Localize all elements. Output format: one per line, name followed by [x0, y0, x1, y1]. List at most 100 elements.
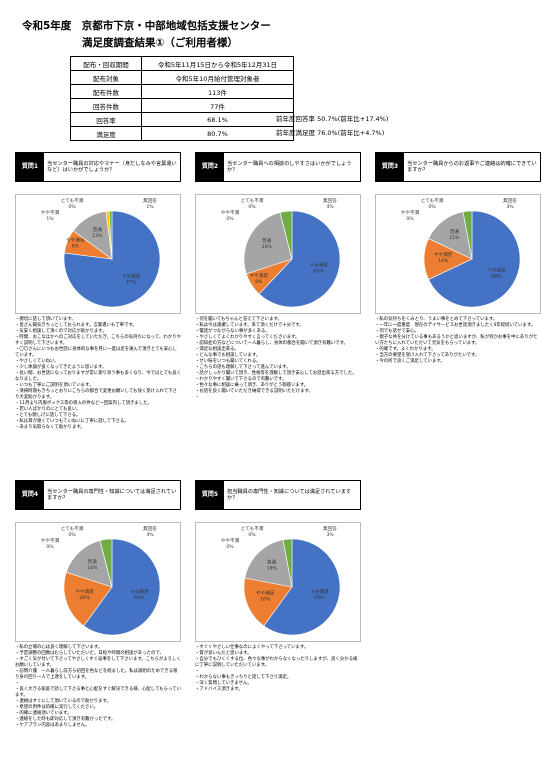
- question-text: 当センター職員への相談のしやすさはいかがでしょうか？: [227, 160, 352, 174]
- comment: ・どんな事でも相談しています。: [195, 353, 261, 358]
- table-note: 前年度満足度 76.0%(前年比+4.7%): [276, 129, 385, 137]
- row-value: 77件: [141, 98, 294, 113]
- pie-slice: [99, 538, 113, 588]
- slice-category: 無回答: [323, 197, 337, 204]
- question-header: 質問3 当センター職員からのお返事やご連絡は的確にできていますか？: [375, 152, 541, 182]
- slice-category: 無回答: [143, 525, 157, 532]
- comment: ・良く大きる家庭で話して下さる事と心配をすぐ解決できる様、心配してもらっています…: [15, 687, 181, 698]
- question-panel: 質問3 当センター職員からのお返事やご連絡は的確にできていますか？ 十分満足 68% や…: [375, 152, 541, 365]
- slice-category: 普通: [262, 237, 272, 244]
- comment: ・若い人ばかりのにとても良い。: [15, 407, 81, 412]
- comment: ・私の立場の心は良く理解して下さいます。: [15, 645, 103, 650]
- slice-value-label: 3%: [506, 204, 514, 210]
- slice-value-label: 18%: [260, 597, 271, 603]
- comment: ・あまり気取らなくて助かります。: [15, 425, 85, 430]
- pie-slice: [83, 538, 161, 636]
- slice-category: 無回答: [143, 197, 157, 204]
- slice-value-label: 19%: [267, 566, 278, 572]
- comment: ・アドバイス頂きます。: [195, 687, 243, 692]
- comment: ・ケアプラン内容はあまりしません。: [15, 723, 90, 728]
- slice-category: 普通: [267, 559, 277, 566]
- question-panel: 質問4 当センター職員の専門性・知識については満足されていますか？ 十分満足 60% や…: [15, 480, 181, 729]
- row-value: 令和5年10月給付管理対象者: [141, 70, 294, 85]
- comment: ・少し体調が良くなってきたように思います。: [15, 365, 107, 370]
- comment: ・親子な共を分けている事もあるうかと思いますが、私が何かお事を中にありがたい方た…: [375, 335, 538, 346]
- slice-value-label: 13%: [92, 233, 103, 239]
- question-text: 当センター職員の対応やマナー（身だしなみや言葉遣いなど）はいかがでしょうか？: [47, 160, 177, 174]
- row-key: 配布・回収期間: [70, 56, 142, 71]
- question-panel: 質問1 当センター職員の対応やマナー（身だしなみや言葉遣いなど）はいかがでしょうか…: [15, 152, 181, 431]
- pie-slice: [63, 571, 113, 627]
- comment: ・こちらの話も理解して下さって進んでいます。: [195, 365, 291, 370]
- comment: ・とても親しげに話して下さる。: [15, 413, 81, 418]
- comment: ・長い間、お世話になっておりますが常に寄り添う事も多くなり、今ではとても良くなり…: [15, 371, 181, 382]
- slice-value-label: 0%: [248, 204, 256, 210]
- comment: ・やさしくていねい。: [15, 359, 59, 364]
- question-panel: 質問2 当センター職員への相談のしやすさはいかがでしょうか？ 十分満足 62% やや満足…: [195, 152, 361, 401]
- comment: ・: [195, 669, 200, 674]
- slice-category: やや満足: [75, 588, 94, 595]
- comment: ・何を聞いてもちゃんと答えて下さいます。: [195, 317, 282, 322]
- question-header: 質問1 当センター職員の対応やマナー（身だしなみや言葉遣いなど）はいかがでしょうか…: [15, 152, 181, 182]
- slice-value-label: 0%: [406, 216, 414, 222]
- slice-category: やや不満: [41, 209, 60, 216]
- slice-category: 十分満足: [487, 266, 506, 273]
- comment: ・訪問介護 一人暮らし前方ら初回を色などを経ました。私は調剤のためできる限り身の…: [15, 669, 178, 680]
- slice-value-label: 60%: [314, 595, 325, 601]
- slice-value-label: 77%: [126, 280, 137, 286]
- pie-slice: [244, 539, 293, 588]
- comment: ・: [195, 395, 200, 400]
- slice-value-label: 15%: [449, 235, 460, 241]
- slice-value-label: 0%: [248, 532, 256, 538]
- slice-category: 無回答: [503, 197, 517, 204]
- comment: ・わからない事もきっちりと話して下さり満足。: [195, 675, 292, 680]
- comment: ・すぐくやさしい仕事なのによくやって下さっています。: [195, 645, 309, 650]
- pie-slice: [63, 210, 161, 308]
- comment: ・満足な相談出来る。: [195, 347, 239, 352]
- slice-category: やや満足: [66, 237, 85, 244]
- slice-value-label: 0%: [428, 204, 436, 210]
- comments: ・私の気持ちをくみとり、うまい事をとめて下さっています。 ・一年に一度重度 現在の…: [375, 317, 541, 365]
- slice-category: 十分満足: [122, 273, 141, 280]
- question-label: 質問3: [376, 153, 404, 181]
- row-value: 68.1%: [141, 112, 294, 127]
- comments: ・私の立場の心は良く理解して下さいます。 ・予定調整の回数はむらしていただいた。日…: [15, 645, 181, 729]
- slice-value-label: 20%: [80, 595, 91, 601]
- comment: ・一年に一度重度 現在のデイサービスお世話頂きましたく4年程続いています。: [375, 323, 536, 328]
- slice-category: 十分満足: [310, 588, 329, 595]
- comment: ・〇〇さんにいつもお世話に身体的な事を月に一度は足を運んで頂きとても安心していま…: [15, 347, 177, 358]
- comment: ・何でも話せて安心。: [375, 329, 419, 334]
- table-row: 回答率 68.1%: [70, 112, 294, 127]
- table-row: 配布・回収期間 令和5年11月15日から令和5年12月31日: [70, 56, 294, 71]
- comment: ・せい昧をいつも聞いてくれる。: [195, 359, 261, 364]
- slice-value-label: 4%: [146, 532, 154, 538]
- title: 令和5年度 京都市下京・中部地域包括支援センター: [22, 20, 271, 32]
- comment: ・いつも丁寧にご説明を頂いています。: [15, 383, 94, 388]
- subtitle: 満足度調査結果①（ご利用者様）: [82, 37, 238, 49]
- row-key: 満足度: [70, 126, 142, 141]
- question-header: 質問4 当センター職員の専門性・知識については満足されていますか？: [15, 480, 181, 510]
- pie-slice: [258, 210, 341, 308]
- slice-value-label: 1%: [46, 216, 54, 222]
- comment: ・私は耳が遠くていつもていねいに丁寧に話して下さる。: [15, 419, 129, 424]
- pie-slice: [243, 577, 293, 627]
- row-key: 回答率: [70, 112, 142, 127]
- summary-table: 配布・回収期間 令和5年11月15日から令和5年12月31日 配布対象 令和5年10月…: [70, 56, 294, 141]
- comment: ・話がしっかり聞いて頂き、性格等を理解して頂き安心してお話出来る方でした。: [195, 371, 357, 376]
- comment: ・: [15, 681, 20, 686]
- comment: ・的確です。よくわかります。: [375, 347, 436, 352]
- comment: ・予定調整の回数はむらしていただいた。日程や時間の相談があったので、: [15, 651, 164, 656]
- comment: ・時間、おこなほかへのご対応をしていただき、こちらの気持ちになって、わかりやすく…: [15, 335, 181, 346]
- slice-value-label: 0%: [68, 532, 76, 538]
- comment: ・清掃時期もきちっとおりにこちらの都合で変更お願いしても快く受け入れて下さり大変…: [15, 389, 177, 400]
- slice-value-label: 4%: [326, 204, 334, 210]
- slice-category: 無回答: [323, 525, 337, 532]
- slice-value-label: 14%: [438, 258, 449, 264]
- comment: ・11月より内服ボックス等の導入の件など一回案内して頂きました。: [15, 401, 152, 406]
- slice-category: やや不満: [221, 537, 240, 544]
